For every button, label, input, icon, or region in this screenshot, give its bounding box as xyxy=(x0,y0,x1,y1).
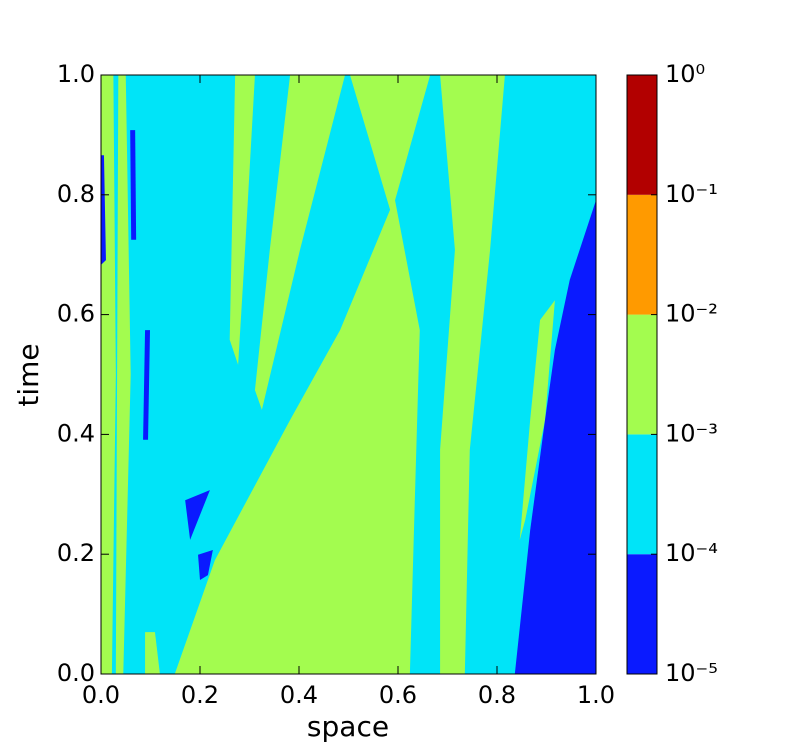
contour-region xyxy=(519,300,555,540)
colorbar-tick-label: 10⁻³ xyxy=(665,419,718,447)
contour-region xyxy=(514,200,596,675)
contour-region xyxy=(254,75,346,410)
y-tick-label: 1.0 xyxy=(57,60,95,88)
x-axis-label: space xyxy=(307,710,389,743)
colorbar-band xyxy=(627,554,657,674)
y-tick-label: 0.0 xyxy=(57,659,95,687)
contour-region xyxy=(145,632,160,674)
colorbar-tick-label: 10⁻¹ xyxy=(665,180,718,208)
colorbar-frame xyxy=(626,74,658,675)
colorbar-tick-label: 10⁻⁴ xyxy=(665,539,718,567)
plot-frame xyxy=(100,74,597,675)
contour-region xyxy=(440,75,505,674)
colorbar-tick-label: 10⁰ xyxy=(665,60,705,88)
contour-region xyxy=(174,75,431,674)
contour-region xyxy=(229,75,255,365)
x-tick-label: 0.4 xyxy=(280,681,318,709)
colorbar-tick-label: 10⁻⁵ xyxy=(665,659,718,687)
contour-region xyxy=(101,155,106,265)
x-tick-label: 0.2 xyxy=(181,681,219,709)
y-axis-label: time xyxy=(12,343,45,406)
x-tick-label: 1.0 xyxy=(577,681,615,709)
y-tick-label: 0.2 xyxy=(57,539,95,567)
contour-region xyxy=(185,490,210,540)
contour-region xyxy=(198,550,213,580)
contour-region xyxy=(115,75,131,674)
y-tick-label: 0.6 xyxy=(57,300,95,328)
colorbar-tick-label: 10⁻² xyxy=(665,300,718,328)
colorbar-band xyxy=(627,434,657,555)
x-tick-label: 0.6 xyxy=(379,681,417,709)
x-tick-label: 0.0 xyxy=(82,681,120,709)
y-tick-label: 0.4 xyxy=(57,419,95,447)
x-tick-label: 0.8 xyxy=(478,681,516,709)
contour-region xyxy=(130,130,137,240)
colorbar-band xyxy=(627,75,657,195)
colorbar-band xyxy=(627,314,657,435)
contour-region xyxy=(143,330,151,440)
y-tick-label: 0.8 xyxy=(57,180,95,208)
colorbar-band xyxy=(627,194,657,315)
